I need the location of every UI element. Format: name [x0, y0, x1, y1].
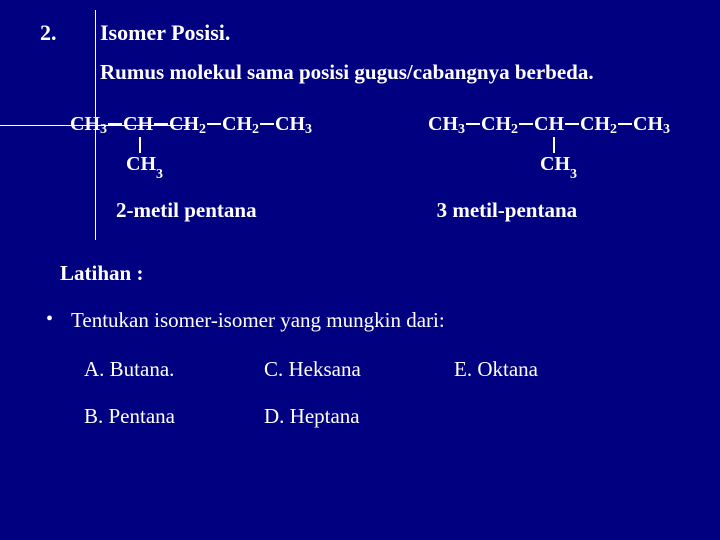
- c2: CH: [123, 113, 153, 136]
- bullet-icon: •: [46, 308, 53, 331]
- molecule-2: CH3 CH2 CH CH2 CH3 CH3: [428, 113, 670, 136]
- molecule-2-branch: CH3: [540, 153, 577, 180]
- bond-icon: [260, 123, 274, 125]
- c3s: 2: [199, 122, 206, 138]
- vbond-icon: [139, 137, 141, 153]
- c1: CH: [428, 113, 458, 136]
- vbond-icon: [553, 137, 555, 153]
- branch-c: CH: [126, 153, 156, 175]
- c2s: 2: [511, 122, 518, 138]
- bond-icon: [565, 123, 579, 125]
- option-d: D. Heptana: [264, 404, 454, 429]
- c4s: 2: [252, 122, 259, 138]
- c5s: 3: [305, 122, 312, 138]
- branch-s: 3: [570, 167, 577, 182]
- branch-c: CH: [540, 153, 570, 175]
- molecule-2-name: 3 metil-pentana: [437, 198, 578, 223]
- molecule-1: CH3 CH CH2 CH2 CH3 CH3: [70, 113, 312, 136]
- c2: CH: [481, 113, 511, 136]
- molecule-1-name: 2-metil pentana: [116, 198, 257, 223]
- bond-icon: [108, 123, 122, 125]
- c5: CH: [275, 113, 305, 136]
- option-b: B. Pentana: [84, 404, 264, 429]
- bond-icon: [154, 123, 168, 125]
- c5s: 3: [663, 122, 670, 138]
- molecule-1-branch: CH3: [126, 153, 163, 180]
- bond-icon: [207, 123, 221, 125]
- question-row: • Tentukan isomer-isomer yang mungkin da…: [40, 308, 680, 333]
- c1: CH: [70, 113, 100, 136]
- molecule-2-chain: CH3 CH2 CH CH2 CH3: [428, 113, 670, 136]
- latihan-heading: Latihan :: [60, 261, 680, 286]
- branch-s: 3: [156, 167, 163, 182]
- molecule-1-chain: CH3 CH CH2 CH2 CH3: [70, 113, 312, 136]
- option-blank: [454, 404, 614, 429]
- header-title: Isomer Posisi.: [100, 20, 230, 46]
- option-a: A. Butana.: [84, 357, 264, 382]
- options: A. Butana. C. Heksana E. Oktana B. Penta…: [84, 357, 680, 429]
- bond-icon: [466, 123, 480, 125]
- c1s: 3: [458, 122, 465, 138]
- c5: CH: [633, 113, 663, 136]
- bond-icon: [618, 123, 632, 125]
- c4s: 2: [610, 122, 617, 138]
- subtitle: Rumus molekul sama posisi gugus/cabangny…: [100, 60, 680, 85]
- header-number: 2.: [40, 20, 100, 46]
- c3: CH: [169, 113, 199, 136]
- c4: CH: [222, 113, 252, 136]
- bond-icon: [519, 123, 533, 125]
- c3: CH: [534, 113, 564, 136]
- c4: CH: [580, 113, 610, 136]
- molecule-names: 2-metil pentana 3 metil-pentana: [40, 198, 680, 223]
- formulas: CH3 CH CH2 CH2 CH3 CH3 CH3 CH2 CH: [70, 113, 670, 136]
- slide: 2. Isomer Posisi. Rumus molekul sama pos…: [0, 0, 720, 540]
- option-e: E. Oktana: [454, 357, 614, 382]
- question-text: Tentukan isomer-isomer yang mungkin dari…: [71, 308, 445, 333]
- c1s: 3: [100, 122, 107, 138]
- option-c: C. Heksana: [264, 357, 454, 382]
- header: 2. Isomer Posisi.: [40, 20, 680, 46]
